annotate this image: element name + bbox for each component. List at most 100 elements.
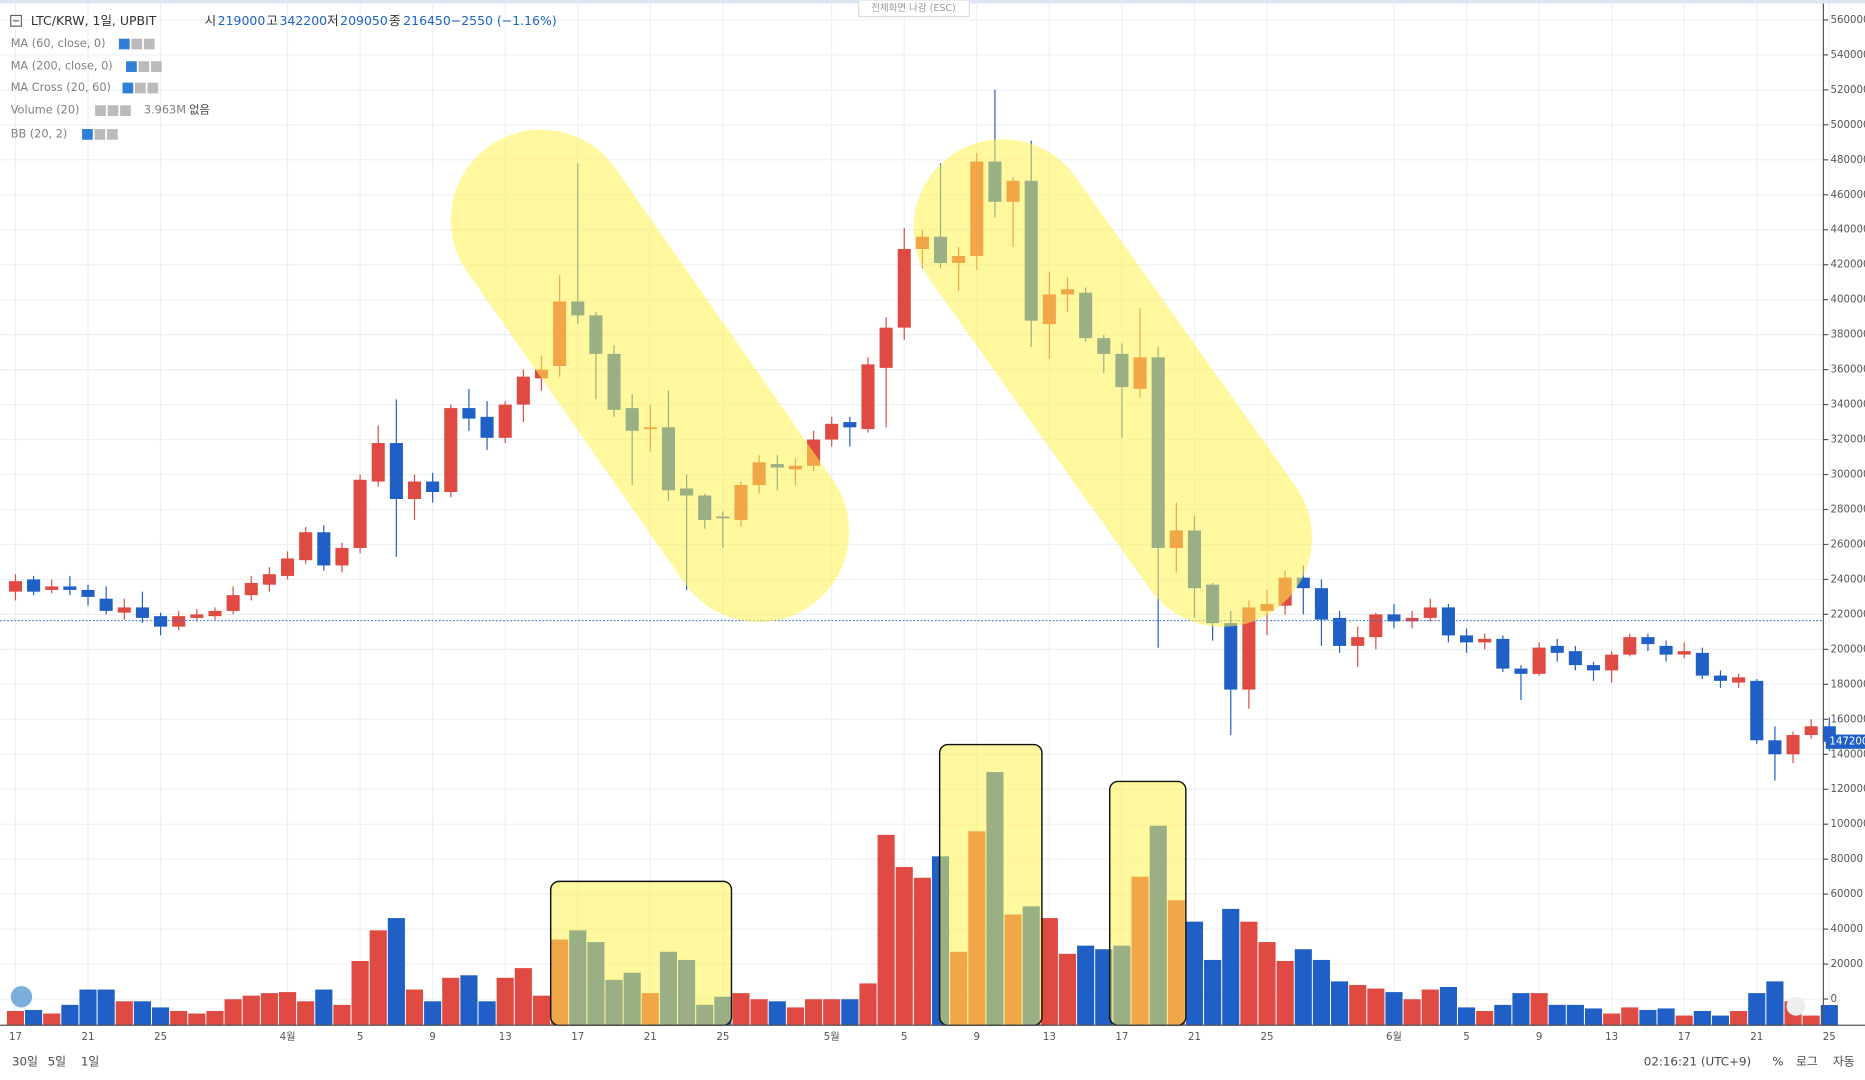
volume-bar [1711,1015,1730,1026]
fullscreen-button[interactable] [858,0,970,18]
volume-bar [1802,1015,1820,1026]
y-tick-label: 160000 [1831,714,1865,725]
candle-body [27,579,41,592]
candle-body [407,481,422,500]
x-tick-label: 5 [901,1032,908,1043]
volume-bar [460,975,478,1026]
x-tick-label: 13 [1043,1032,1056,1043]
candle-body [1750,680,1764,741]
indicator-label: MA (200, close, 0) [11,60,113,73]
highlight-box [938,743,1043,1026]
indicator-label: Volume (20) [11,104,80,117]
candle-body [8,581,23,592]
candle-body [63,586,77,590]
volume-bar [1040,918,1058,1026]
indicator-icon[interactable] [138,61,150,72]
volume-bar [1385,992,1403,1026]
volume-bar [1584,1008,1603,1026]
y-tick-label: 440000 [1831,225,1865,236]
volume-bar [1058,953,1077,1026]
indicator-icon[interactable] [107,105,119,116]
symbol-title[interactable]: LTC/KRW, 1일, UPBIT [31,13,157,28]
volume-bar [1512,993,1530,1026]
ohlc-value: 216450 [403,13,451,28]
volume-bar [133,1001,151,1026]
candle-body [1804,726,1818,736]
scale-button[interactable]: % [1772,1055,1783,1069]
range-button[interactable]: 30일 [12,1055,38,1069]
volume-bar [1603,1013,1621,1026]
volume-bar [1657,1008,1675,1026]
y-tick-label: 60000 [1831,889,1864,900]
candle-body [516,376,530,405]
x-tick-label: 13 [1605,1032,1618,1043]
candle-body [897,248,911,328]
volume-bar [514,968,532,1026]
indicator-icon[interactable] [151,61,162,72]
ohlc-label: 고 [266,13,277,28]
fullscreen-label[interactable]: 전체화면 나감 (ESC) [871,2,956,14]
indicator-icon[interactable] [126,61,137,72]
volume-bar [841,999,859,1026]
indicator-icon[interactable] [95,105,106,116]
y-tick-label: 400000 [1831,295,1865,306]
volume-bar [6,1010,25,1026]
y-tick-label: 40000 [1831,924,1864,935]
indicator-icon[interactable] [122,82,134,94]
volume-bar [387,918,405,1026]
volume-bar [1566,1004,1584,1026]
scroll-button[interactable] [1786,996,1806,1016]
volume-bar [1240,921,1258,1026]
candle-body [1605,654,1619,671]
volume-bar [804,999,823,1026]
highlight-box [1109,780,1187,1026]
indicator-icon[interactable] [120,105,131,116]
candle-body [135,607,149,618]
volume-extra: 없음 [189,104,210,117]
volume-bar [442,977,460,1026]
logo-button[interactable] [10,986,33,1008]
x-tick-label: 21 [1188,1032,1201,1043]
volume-bar [278,992,297,1026]
candle-body [843,422,857,428]
candle-body [1768,740,1782,755]
candle-body [1732,677,1746,683]
range-button[interactable]: 5일 [48,1055,66,1069]
y-tick-label: 360000 [1831,365,1865,376]
x-tick-label: 21 [1750,1032,1763,1043]
y-tick-label: 480000 [1831,155,1865,166]
indicator-icon[interactable] [147,82,159,94]
indicator-icon[interactable] [143,38,155,50]
candle-body [226,595,240,611]
collapse-icon[interactable] [10,14,23,27]
indicator-icon[interactable] [134,82,146,94]
candle-body [480,416,494,438]
indicator-icon[interactable] [94,129,106,140]
candle-body [1550,645,1564,653]
volume-bar [1820,1005,1838,1026]
change: −2550 (−1.16%) [451,13,557,28]
candle-body [1677,651,1691,655]
indicator-icon[interactable] [82,129,93,140]
candle-body [190,614,204,618]
scale-button[interactable]: 자동 [1833,1055,1855,1069]
candle-body [1532,647,1546,674]
volume-bar [242,995,260,1026]
x-tick-label: 25 [1261,1032,1274,1043]
y-tick-label: 0 [1831,994,1838,1005]
indicator-icon[interactable] [131,38,143,50]
x-tick-label: 17 [1678,1032,1691,1043]
x-tick-label: 17 [571,1032,584,1043]
candle-body [154,616,168,627]
y-tick-label: 100000 [1831,819,1865,830]
volume-bar [1693,1010,1711,1026]
x-tick-label: 5 [357,1032,364,1043]
scale-button[interactable]: 로그 [1796,1055,1818,1069]
indicator-icon[interactable] [107,129,118,140]
indicator-icon[interactable] [118,38,130,50]
volume-bar [1421,989,1439,1026]
x-tick-label: 5월 [824,1031,840,1043]
range-button[interactable]: 1일 [81,1055,99,1069]
